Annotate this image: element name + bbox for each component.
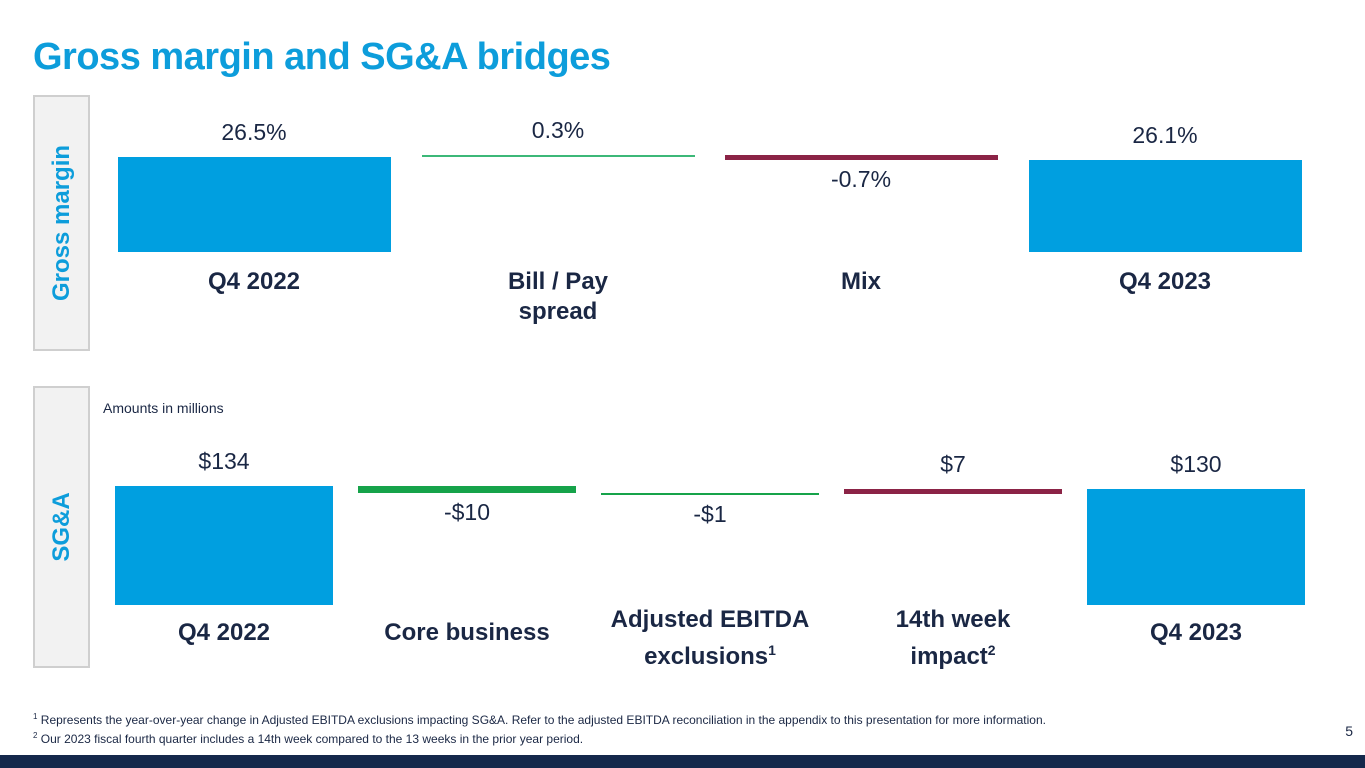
page-number: 5: [1345, 723, 1353, 739]
footer-band: [0, 755, 1365, 768]
value-label: $7: [940, 450, 966, 477]
value-label: -$1: [693, 501, 727, 528]
footnote-ref: 1: [768, 642, 776, 658]
category-text: Core business: [384, 619, 550, 646]
bar-0: [115, 486, 333, 605]
category-text: Bill / Pay spread: [507, 268, 609, 325]
category-text: Q4 2022: [207, 268, 301, 295]
value-label: $134: [198, 448, 250, 474]
amounts-note: Amounts in millions: [103, 400, 224, 416]
bar-4: [1087, 488, 1305, 605]
category-text: Q4 2023: [1118, 268, 1212, 295]
category-label: 14th week impact2: [868, 605, 1038, 672]
footnote-1-mark: 1: [33, 712, 38, 721]
footnote-1: 1 Represents the year-over-year change i…: [33, 712, 1046, 727]
value-label: 26.5%: [221, 119, 287, 145]
bar-3: [844, 488, 1062, 495]
page-title: Gross margin and SG&A bridges: [33, 36, 611, 78]
footnote-2: 2 Our 2023 fiscal fourth quarter include…: [33, 731, 583, 746]
category-label: Q4 2022: [134, 267, 374, 297]
value-label: 0.3%: [531, 116, 585, 143]
category-text: Q4 2023: [1149, 619, 1243, 646]
category-label: Core business: [347, 618, 587, 648]
category-label: Adjusted EBITDA exclusions1: [595, 605, 825, 672]
category-label: Q4 2023: [1045, 267, 1285, 297]
bar-1: [421, 154, 695, 157]
sga-section-label: SG&A: [33, 386, 90, 668]
gross-margin-section-label: Gross margin: [33, 95, 90, 351]
category-text: Mix: [840, 268, 881, 295]
footnote-2-text: Our 2023 fiscal fourth quarter includes …: [40, 732, 584, 746]
category-label: Mix: [741, 267, 981, 297]
category-text: 14th week impact: [895, 606, 1011, 670]
value-label: -$10: [443, 499, 491, 526]
value-label: $130: [1170, 450, 1222, 477]
value-label: -0.7%: [830, 165, 892, 192]
bar-3: [1028, 159, 1302, 252]
category-label: Q4 2022: [104, 618, 344, 648]
bar-2: [724, 154, 998, 160]
category-label: Q4 2023: [1076, 618, 1316, 648]
bar-0: [117, 157, 391, 252]
category-text: Adjusted EBITDA exclusions: [610, 606, 810, 670]
category-text: Q4 2022: [177, 619, 271, 646]
category-label: Bill / Pay spread: [483, 267, 633, 327]
footnote-1-text: Represents the year-over-year change in …: [40, 713, 1046, 727]
footnote-ref: 2: [987, 642, 996, 658]
bar-1: [358, 486, 576, 494]
bar-2: [601, 493, 819, 496]
value-label: 26.1%: [1132, 121, 1198, 148]
footnote-2-mark: 2: [33, 731, 38, 740]
